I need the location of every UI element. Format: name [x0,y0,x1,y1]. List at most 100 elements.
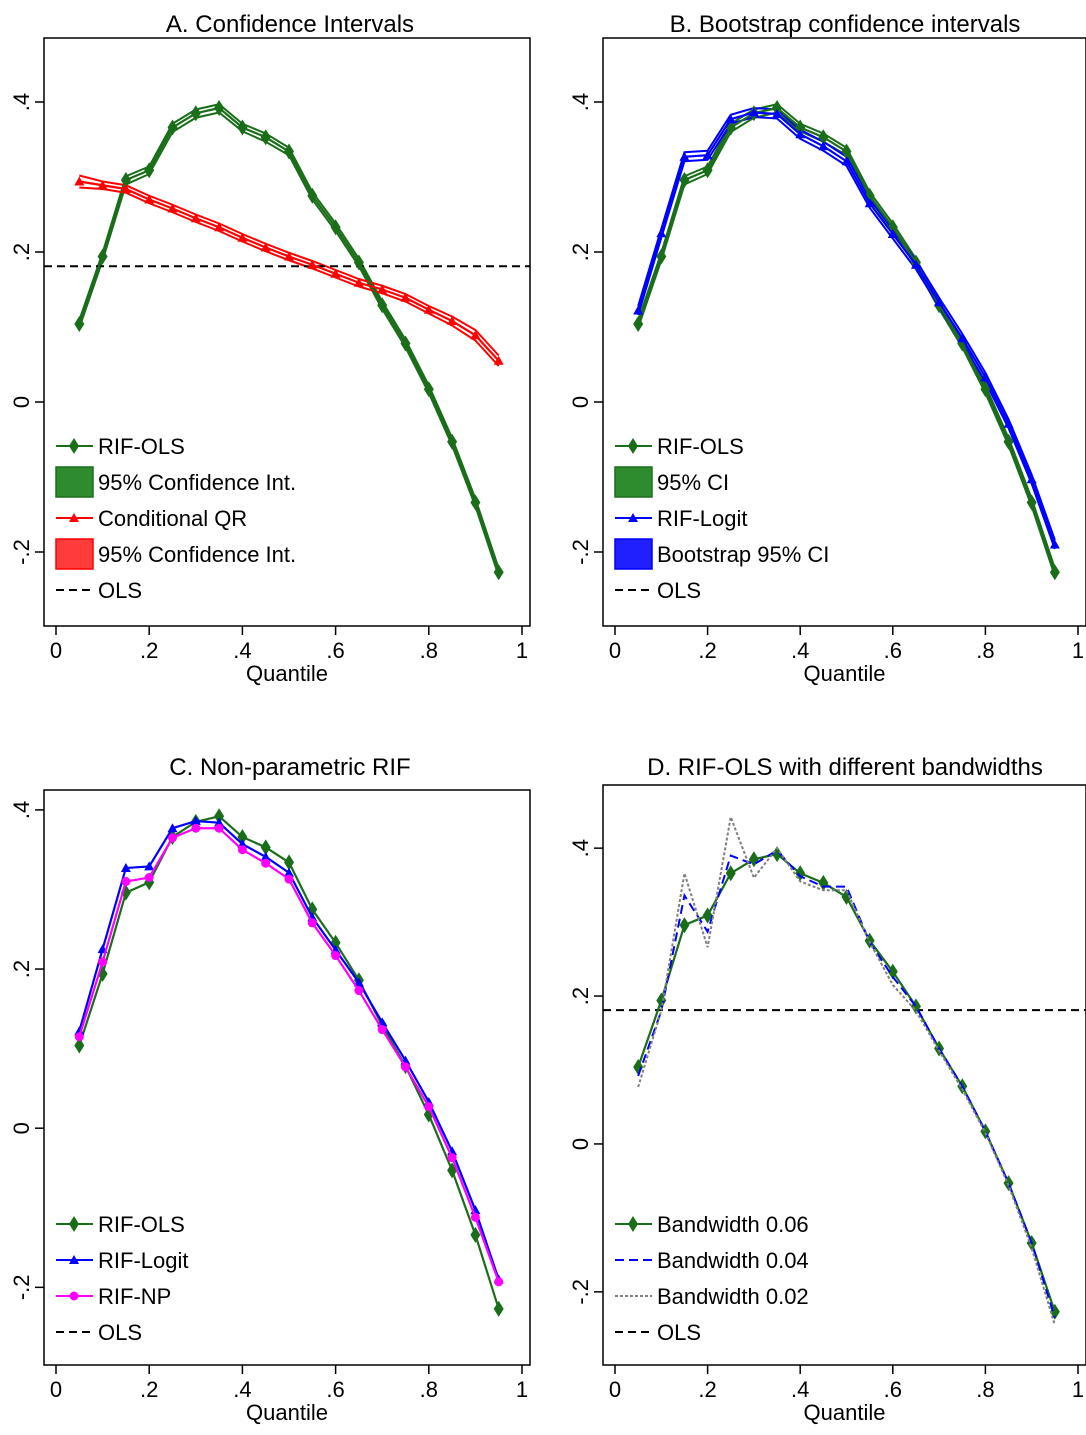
x-axis-label: Quantile [804,1400,886,1425]
chart-panel-c: C. Non-parametric RIF 0 .2 .4 .6 .8 1 Quantile -… [9,754,531,1425]
data-point [237,839,248,849]
data-point [260,851,271,861]
legend-item: 95% Confidence Int. [55,466,296,498]
y-tick-label: .2 [9,243,34,261]
data-point [74,176,85,186]
y-tick-label: .2 [568,987,593,1005]
data-point [772,109,783,118]
chart-panel-b: B. Bootstrap confidence intervals 0 .2 .4 .6… [568,11,1086,686]
data-point [144,194,155,204]
data-point [679,917,690,934]
data-point [214,222,225,232]
data-point [260,242,271,252]
legend-label: RIF-Logit [657,506,747,531]
legend: RIF-OLS 95% Confidence Int. Conditional QR… [55,434,296,603]
legend-label: RIF-Logit [98,1248,188,1273]
plot-frame [602,37,1086,627]
chart-title: A. Confidence Intervals [166,11,414,38]
data-point [702,162,713,179]
x-tick-label: 1 [516,638,528,663]
data-point [354,986,364,996]
data-point [772,100,783,116]
data-point [887,963,898,980]
data-point [144,873,154,883]
x-tick-label: .8 [976,1377,994,1402]
y-tick-label: 0 [568,396,593,408]
data-point [284,143,294,160]
legend-label: OLS [98,578,142,603]
chart-title: B. Bootstrap confidence intervals [670,11,1021,38]
data-point [377,284,388,294]
legend-item: OLS [56,1320,142,1345]
chart-title: D. RIF-OLS with different bandwidths [647,754,1043,781]
legend-label: RIF-NP [98,1284,171,1309]
data-point [120,172,131,188]
x-tick-label: 0 [609,638,621,663]
data-point [353,277,364,287]
x-tick-label: 0 [50,638,62,663]
legend-marker [69,1255,79,1264]
legend: RIF-OLS 95% CI RIF-Logit Bootstrap 95% CI OL… [614,434,829,603]
chart-panel-a: A. Confidence Intervals 0 .2 .4 .6 .8 1 Quantil… [9,11,531,686]
x-tick-label: .2 [698,1377,716,1402]
data-point [377,1025,387,1035]
data-point [400,335,411,352]
data-point [633,305,644,315]
data-point [795,129,806,139]
y-tick-label: .2 [568,243,593,261]
x-tick-label: .4 [233,1377,251,1402]
y-tick-label: .2 [9,960,34,978]
data-point [748,107,759,117]
data-point [1003,418,1014,428]
chart-panel-d: D. RIF-OLS with different bandwidths 0 .2.… [568,754,1086,1425]
y-tick-label: -.2 [9,539,34,565]
data-point [841,143,852,160]
legend-item: Bandwidth 0.02 [615,1284,809,1309]
data-point [818,141,829,151]
legend-marker [69,1291,79,1301]
data-point [725,114,736,124]
legend-label: Bandwidth 0.02 [657,1284,809,1309]
x-tick-label: 0 [609,1377,621,1402]
legend-marker [628,1216,638,1232]
data-point [307,187,318,204]
y-tick-label: -.2 [568,539,593,565]
legend-marker [69,438,79,454]
legend-label: RIF-OLS [657,434,744,459]
plot-area [603,813,1086,1326]
data-point [400,292,411,302]
x-tick-label: .6 [326,1377,344,1402]
data-point [401,1062,410,1072]
y-tick-label: -.2 [568,1279,593,1305]
data-point [167,823,178,833]
data-point [307,918,317,928]
data-point [74,1037,85,1054]
data-point [237,845,247,855]
legend-item: RIF-NP [56,1284,171,1309]
data-point [934,297,945,307]
legend-label: RIF-OLS [98,434,185,459]
data-point [424,1102,434,1112]
data-point [772,846,783,863]
data-point [120,184,131,193]
y-tick-label: 0 [568,1138,593,1150]
data-point [167,119,178,136]
data-point [97,180,108,190]
x-tick-label: .4 [791,638,809,663]
data-point [493,564,504,581]
data-point [214,808,225,825]
x-tick-label: 1 [516,1377,528,1402]
x-tick-label: 0 [50,1377,62,1402]
data-point [260,839,271,856]
x-tick-label: .2 [140,1377,158,1402]
x-tick-label: .4 [791,1377,809,1402]
data-point [330,268,341,278]
x-tick-label: .6 [884,638,902,663]
y-tick-label: .4 [9,801,34,819]
data-point [493,1300,504,1317]
data-point [97,248,108,265]
legend: RIF-OLS RIF-Logit RIF-NP OLS [56,1212,188,1345]
y-tick-label: .4 [568,93,593,111]
data-point [353,977,364,987]
legend-swatch [614,466,653,498]
